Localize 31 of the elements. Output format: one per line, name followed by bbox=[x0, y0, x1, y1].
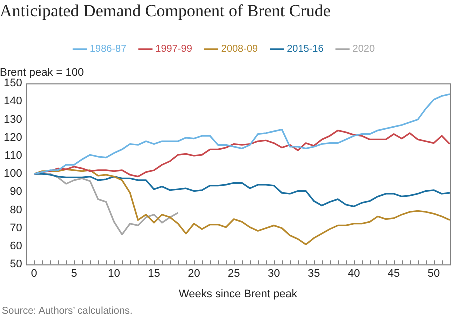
x-tick-label: 15 bbox=[148, 268, 160, 280]
x-tick-label: 50 bbox=[428, 268, 440, 280]
y-tick-label: 60 bbox=[10, 240, 22, 253]
x-tick-label: 25 bbox=[228, 268, 240, 280]
legend-label: 2015-16 bbox=[287, 44, 324, 56]
y-tick-label: 100 bbox=[4, 168, 22, 180]
y-tick-label: 70 bbox=[10, 222, 22, 234]
y-tick-label: 80 bbox=[10, 204, 22, 216]
x-tick-label: 35 bbox=[308, 268, 320, 280]
x-tick-label: 40 bbox=[348, 268, 360, 280]
legend-label: 1997-99 bbox=[156, 44, 193, 56]
legend-label: 2020 bbox=[352, 44, 376, 56]
x-tick-label: 30 bbox=[268, 268, 280, 280]
y-axis-title: Brent peak = 100 bbox=[0, 67, 84, 80]
legend-label: 1986-87 bbox=[90, 44, 128, 56]
x-axis-title: Weeks since Brent peak bbox=[178, 288, 298, 300]
y-tick-label: 150 bbox=[4, 78, 22, 90]
x-tick-label: 5 bbox=[71, 268, 78, 280]
y-tick-label: 130 bbox=[4, 114, 22, 126]
x-tick-label: 10 bbox=[108, 268, 120, 280]
chart-title: Anticipated Demand Component of Brent Crude bbox=[0, 2, 331, 21]
x-tick-label: 20 bbox=[188, 268, 200, 280]
y-tick-label: 110 bbox=[4, 150, 22, 162]
y-tick-label: 90 bbox=[10, 186, 22, 198]
x-tick-label: 0 bbox=[31, 268, 38, 280]
y-tick-label: 120 bbox=[4, 132, 22, 144]
source-note: Source: Authors’ calculations. bbox=[2, 306, 133, 317]
legend-label: 2008-09 bbox=[221, 44, 259, 56]
y-tick-label: 50 bbox=[10, 258, 22, 271]
y-tick-label: 140 bbox=[4, 96, 22, 108]
x-tick-label: 45 bbox=[388, 268, 400, 280]
